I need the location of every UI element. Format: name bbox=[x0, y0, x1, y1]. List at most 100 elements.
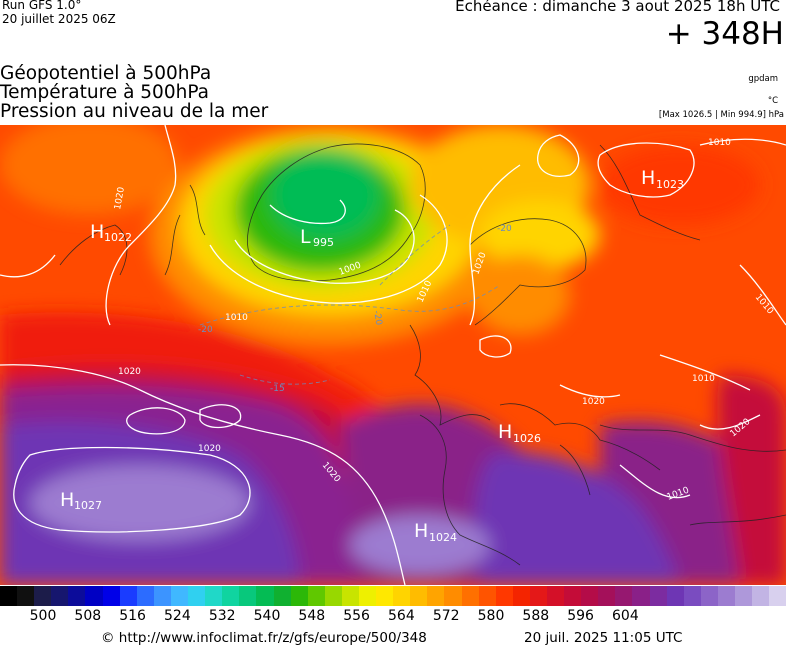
temperature-label: -20 bbox=[371, 310, 383, 326]
forecast-hour: + 348H bbox=[665, 16, 784, 52]
color-swatch bbox=[769, 586, 786, 606]
source-credit: © http://www.infoclimat.fr/z/gfs/europe/… bbox=[101, 630, 427, 646]
svg-text:1027: 1027 bbox=[74, 499, 102, 512]
field-geopotential: Géopotentiel à 500hPa bbox=[0, 63, 212, 84]
generation-timestamp: 20 juil. 2025 11:05 UTC bbox=[524, 630, 683, 646]
pressure-centers: H 1022 L 995 H 1023 H 1026 H 1027 H 1024 bbox=[60, 167, 684, 544]
svg-text:H: H bbox=[414, 520, 428, 542]
scale-tick-label: 516 bbox=[119, 608, 146, 624]
scale-tick-label: 588 bbox=[522, 608, 550, 624]
color-swatch bbox=[649, 586, 667, 606]
svg-text:H: H bbox=[60, 489, 74, 511]
isobar-label: 1010 bbox=[692, 374, 715, 384]
color-swatch bbox=[700, 586, 718, 606]
color-swatch bbox=[341, 586, 359, 606]
color-swatch bbox=[153, 586, 171, 606]
color-swatch bbox=[51, 586, 69, 606]
high-pressure-center: H 1026 bbox=[498, 421, 541, 445]
isobar-label: 1020 bbox=[582, 397, 605, 407]
high-pressure-center: H 1027 bbox=[60, 489, 102, 512]
color-swatch bbox=[324, 586, 342, 606]
color-swatch bbox=[290, 586, 308, 606]
color-swatch bbox=[376, 586, 394, 606]
color-swatch bbox=[119, 586, 137, 606]
color-swatch bbox=[307, 586, 325, 606]
field-pressure: Pression au niveau de la mer bbox=[0, 101, 269, 122]
scale-tick-label: 564 bbox=[388, 608, 415, 624]
color-swatch bbox=[102, 586, 120, 606]
color-swatch bbox=[393, 586, 411, 606]
svg-text:H: H bbox=[90, 221, 104, 243]
isobar-label: 1020 bbox=[113, 186, 127, 211]
run-title: Run GFS 1.0° bbox=[2, 0, 82, 12]
color-swatch bbox=[735, 586, 753, 606]
scale-tick-label: 540 bbox=[253, 608, 281, 624]
color-swatch bbox=[564, 586, 582, 606]
color-swatch bbox=[358, 586, 377, 606]
isobar-label: 1010 bbox=[708, 138, 731, 148]
low-pressure-center: L 995 bbox=[300, 226, 334, 249]
color-scale-bar bbox=[0, 586, 786, 606]
color-swatch bbox=[188, 586, 206, 606]
color-swatch bbox=[34, 586, 52, 606]
scale-tick-label: 580 bbox=[477, 608, 505, 624]
color-swatch bbox=[478, 586, 496, 606]
color-swatch bbox=[205, 586, 223, 606]
scale-tick-label: 596 bbox=[567, 608, 594, 624]
color-swatch bbox=[256, 586, 274, 606]
isobars bbox=[0, 125, 786, 585]
color-swatch bbox=[683, 586, 701, 606]
geopotential-unit: gpdam bbox=[748, 74, 778, 84]
color-swatch bbox=[136, 586, 154, 606]
scale-tick-label: 500 bbox=[29, 608, 57, 624]
high-pressure-center: H 1023 bbox=[641, 167, 684, 191]
temperature-label: -15 bbox=[270, 384, 285, 394]
color-swatch bbox=[512, 586, 530, 606]
scale-tick-label: 556 bbox=[343, 608, 370, 624]
scale-tick-label: 604 bbox=[612, 608, 639, 624]
isobar-label: 1020 bbox=[118, 367, 141, 377]
isobar-label: 1020 bbox=[198, 444, 221, 454]
high-pressure-center: H 1022 bbox=[90, 221, 132, 244]
color-swatch bbox=[17, 586, 35, 606]
color-swatch bbox=[581, 586, 599, 606]
color-swatch bbox=[495, 586, 513, 606]
color-swatch bbox=[632, 586, 650, 606]
field-temperature: Température à 500hPa bbox=[0, 82, 209, 103]
scale-tick-label: 524 bbox=[164, 608, 191, 624]
color-scale-labels: 500 508 516 524 532 540 548 556 564 572 580 588 596 6… bbox=[0, 608, 786, 628]
svg-text:1024: 1024 bbox=[429, 531, 457, 544]
isobar-label: 1010 bbox=[225, 313, 248, 323]
run-date: 20 juillet 2025 06Z bbox=[2, 12, 116, 26]
color-swatch bbox=[752, 586, 770, 606]
color-swatch bbox=[461, 586, 479, 606]
scale-tick-label: 548 bbox=[298, 608, 326, 624]
svg-text:L: L bbox=[300, 226, 311, 248]
svg-text:1026: 1026 bbox=[513, 432, 541, 445]
color-swatch bbox=[529, 586, 547, 606]
color-swatch bbox=[717, 586, 736, 606]
color-swatch bbox=[239, 586, 257, 606]
color-swatch bbox=[410, 586, 428, 606]
color-swatch bbox=[273, 586, 291, 606]
svg-text:H: H bbox=[498, 421, 512, 443]
color-swatch bbox=[68, 586, 86, 606]
temperature-label: -20 bbox=[198, 325, 213, 335]
svg-text:H: H bbox=[641, 167, 655, 189]
color-swatch bbox=[170, 586, 189, 606]
temperature-label: -20 bbox=[497, 224, 512, 234]
weather-map: H 1022 L 995 H 1023 H 1026 H 1027 H 1024 1020 … bbox=[0, 125, 786, 585]
color-swatch bbox=[547, 586, 565, 606]
color-swatch bbox=[598, 586, 616, 606]
color-swatch bbox=[0, 586, 18, 606]
svg-text:1023: 1023 bbox=[656, 178, 684, 191]
temperature-isotherms bbox=[199, 224, 501, 385]
color-swatch bbox=[222, 586, 240, 606]
svg-text:995: 995 bbox=[313, 236, 334, 249]
high-pressure-center: H 1024 bbox=[414, 520, 457, 544]
color-swatch bbox=[85, 586, 103, 606]
scale-tick-label: 532 bbox=[208, 608, 236, 624]
coastlines bbox=[59, 143, 786, 566]
pressure-range: [Max 1026.5 | Min 994.9] hPa bbox=[658, 110, 784, 120]
temperature-labels: -20 -20 -20 -15 bbox=[198, 224, 512, 394]
